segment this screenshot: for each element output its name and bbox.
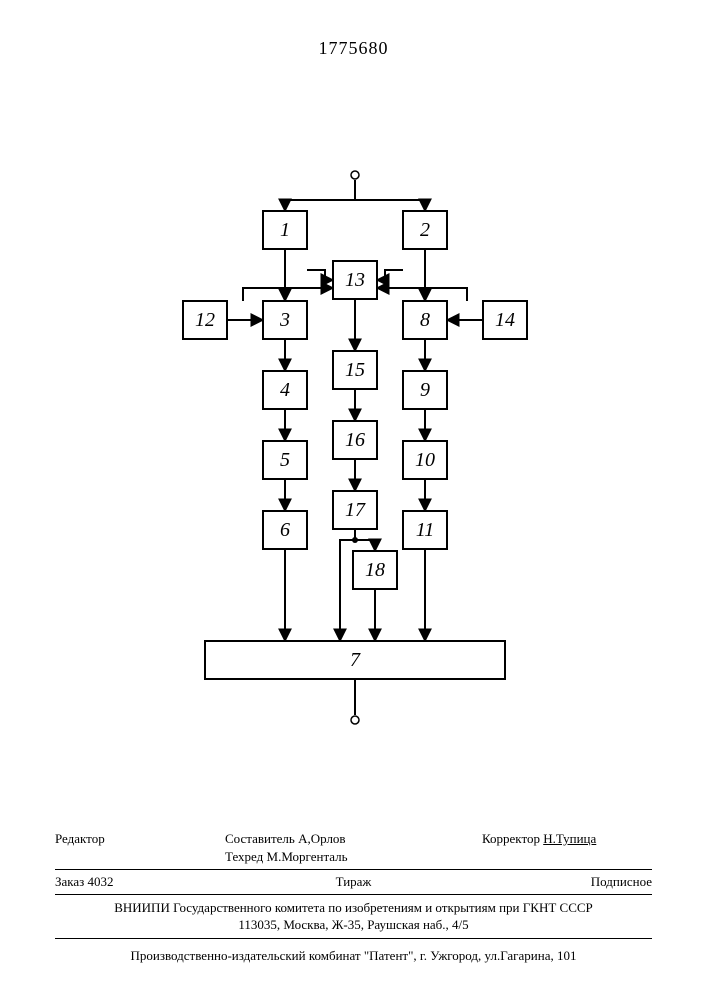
node-18: 18 xyxy=(353,551,397,589)
node-11: 11 xyxy=(403,511,447,549)
node-label: 9 xyxy=(420,379,430,401)
node-label: 2 xyxy=(420,219,430,241)
node-label: 3 xyxy=(279,309,290,331)
node-14: 14 xyxy=(483,301,527,339)
node-13: 13 xyxy=(333,261,377,299)
node-label: 10 xyxy=(415,449,435,471)
node-9: 9 xyxy=(403,371,447,409)
node-label: 13 xyxy=(345,269,365,291)
publisher-line: Производственно-издательский комбинат "П… xyxy=(55,939,652,965)
corrector: Корректор Н.Тупица xyxy=(482,830,652,865)
node-label: 11 xyxy=(416,519,435,541)
edge xyxy=(377,288,467,301)
node-label: 15 xyxy=(345,359,365,381)
node-label: 4 xyxy=(280,379,290,401)
edge xyxy=(307,270,333,280)
node-3: 3 xyxy=(263,301,307,339)
node-16: 16 xyxy=(333,421,377,459)
edge xyxy=(243,288,333,301)
corrector-name: Н.Тупица xyxy=(543,831,596,846)
node-8: 8 xyxy=(403,301,447,339)
tirazh-label: Тираж xyxy=(254,873,453,891)
node-15: 15 xyxy=(333,351,377,389)
node-4: 4 xyxy=(263,371,307,409)
node-7: 7 xyxy=(205,641,505,679)
node-10: 10 xyxy=(403,441,447,479)
footer-row-order: Заказ 4032 Тираж Подписное xyxy=(55,870,652,895)
block-diagram: 121312381415491651017611187 xyxy=(115,130,585,770)
techred: Техред М.Моргенталь xyxy=(225,848,482,866)
node-label: 17 xyxy=(345,499,366,521)
node-1: 1 xyxy=(263,211,307,249)
node-label: 8 xyxy=(420,309,430,331)
terminal xyxy=(351,716,359,724)
org-line1: ВНИИПИ Государственного комитета по изоб… xyxy=(55,899,652,917)
org-block: ВНИИПИ Государственного комитета по изоб… xyxy=(55,895,652,939)
node-label: 1 xyxy=(280,219,290,241)
node-label: 5 xyxy=(280,449,290,471)
page: 1775680 121312381415491651017611187 Реда… xyxy=(0,0,707,1000)
podpisnoe-label: Подписное xyxy=(453,873,652,891)
terminal xyxy=(351,171,359,179)
node-5: 5 xyxy=(263,441,307,479)
node-2: 2 xyxy=(403,211,447,249)
node-17: 17 xyxy=(333,491,377,529)
document-number: 1775680 xyxy=(0,38,707,59)
compiler: Составитель А,Орлов xyxy=(225,830,482,848)
node-label: 6 xyxy=(280,519,290,541)
order-number: Заказ 4032 xyxy=(55,873,254,891)
footer-block: Редактор Составитель А,Орлов Техред М.Мо… xyxy=(55,830,652,964)
node-6: 6 xyxy=(263,511,307,549)
node-label: 18 xyxy=(365,559,385,581)
node-label: 7 xyxy=(350,649,361,671)
compiler-techred: Составитель А,Орлов Техред М.Моргенталь xyxy=(225,830,482,865)
node-label: 14 xyxy=(495,309,515,331)
edge xyxy=(285,200,355,211)
editor-label: Редактор xyxy=(55,830,225,865)
node-12: 12 xyxy=(183,301,227,339)
edge xyxy=(355,200,425,211)
footer-row-credits: Редактор Составитель А,Орлов Техред М.Мо… xyxy=(55,830,652,870)
node-label: 16 xyxy=(345,429,365,451)
corrector-label: Корректор xyxy=(482,831,540,846)
node-label: 12 xyxy=(195,309,215,331)
edge xyxy=(377,270,403,280)
org-line2: 113035, Москва, Ж-35, Раушская наб., 4/5 xyxy=(55,916,652,934)
